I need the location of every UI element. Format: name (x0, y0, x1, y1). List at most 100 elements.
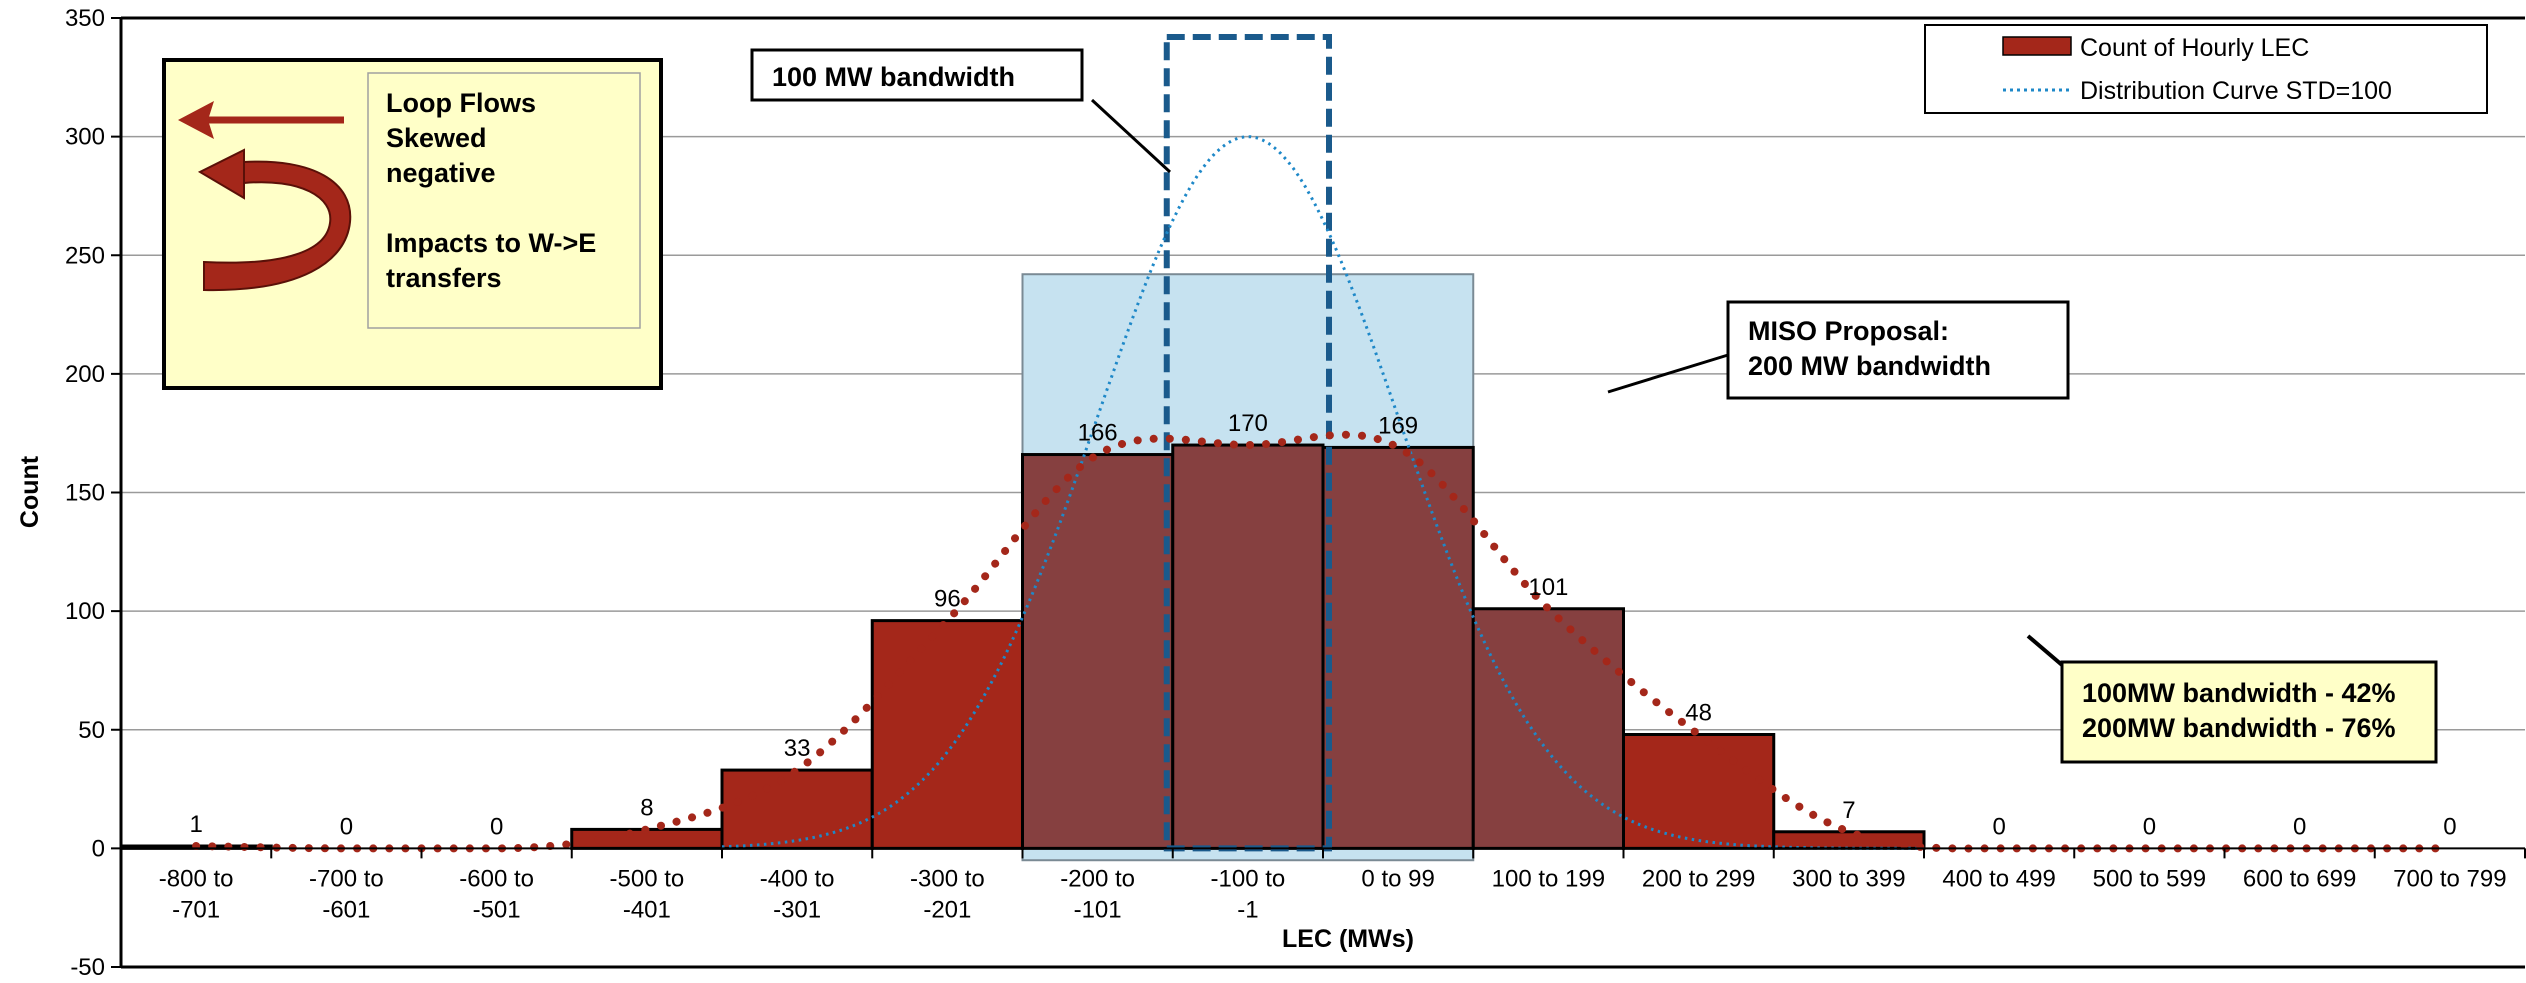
legend: Count of Hourly LEC Distribution Curve S… (1924, 24, 2488, 114)
histogram-bar (870, 619, 1024, 850)
data-label: 0 (2143, 813, 2156, 840)
data-label: 169 (1378, 412, 1418, 439)
x-tick-label-line: -300 to (910, 865, 985, 892)
x-tick-label-line: 100 to 199 (1492, 865, 1605, 892)
x-tick-label-line: -301 (773, 896, 821, 923)
left-arrow-head-icon (178, 101, 214, 139)
bars (119, 443, 1926, 850)
x-tick-label-line: -200 to (1060, 865, 1135, 892)
x-tick-label-line: -400 to (760, 865, 835, 892)
x-tick-label-line: -401 (623, 896, 671, 923)
loop-arrow-icon (178, 101, 352, 292)
histogram-bar (1021, 453, 1175, 850)
legend-swatch-bars (2002, 36, 2072, 56)
bandwidth-100-callout-box (750, 48, 1084, 102)
x-tick-label: -200 to -101 (1060, 865, 1135, 923)
data-label: 7 (1842, 797, 1855, 824)
x-tick-label-line: 200 to 299 (1642, 865, 1755, 892)
data-label: 8 (640, 794, 653, 821)
x-tick-label-line: -601 (322, 896, 370, 923)
y-tick-label: -50 (70, 954, 105, 978)
data-label: 0 (490, 813, 503, 840)
y-tick-label: 100 (65, 598, 105, 625)
data-label: 48 (1685, 699, 1712, 726)
y-tick-label: 300 (65, 124, 105, 151)
axes: -50 0 50 100 150 200 250 300 350 -800 to -701 -700 … (65, 5, 2526, 981)
x-tick-label-line: 0 to 99 (1361, 865, 1434, 892)
histogram-bar (720, 768, 874, 850)
legend-label-curve: Distribution Curve STD=100 (2080, 77, 2392, 105)
bandwidth-result-line-1: 100MW bandwidth - 42% (2082, 678, 2396, 708)
miso-proposal-callout: MISO Proposal: 200 MW bandwidth (1607, 300, 2070, 400)
x-tick-label-line: 700 to 799 (2393, 865, 2506, 892)
x-tick-label: -600 to -501 (459, 865, 534, 923)
histogram-bar (1171, 443, 1325, 850)
x-tick-label-line: -101 (1074, 896, 1122, 923)
x-tick-label: 400 to 499 (1942, 865, 2055, 892)
x-tick-label-line: -800 to (159, 865, 234, 892)
y-axis-title: Count (16, 455, 44, 528)
x-tick-label: -500 to -401 (610, 865, 685, 923)
x-tick-label: 200 to 299 (1642, 865, 1755, 892)
x-tick-label-line: -701 (172, 896, 220, 923)
x-tick-label-line: -600 to (459, 865, 534, 892)
x-tick-label-line: -500 to (610, 865, 685, 892)
miso-proposal-callout-box (1726, 300, 2070, 400)
x-tick-label-line: 500 to 599 (2093, 865, 2206, 892)
bandwidth-result-leader (2026, 634, 2064, 667)
x-tick-label-line: -700 to (309, 865, 384, 892)
u-turn-arrow-head-icon (197, 148, 245, 200)
bandwidth-100-callout-leader (1090, 98, 1172, 174)
data-label: 0 (340, 813, 353, 840)
x-tick-label-line: -501 (473, 896, 521, 923)
x-tick-label: 100 to 199 (1492, 865, 1605, 892)
x-tick-label: 700 to 799 (2393, 865, 2506, 892)
bandwidth-100-callout: 100 MW bandwidth (750, 48, 1172, 174)
loop-flows-line-5: transfers (386, 263, 502, 293)
x-tick-label: 0 to 99 (1361, 865, 1434, 892)
y-tick-label: 50 (78, 717, 105, 744)
data-label: 166 (1078, 420, 1118, 447)
miso-proposal-line-1: MISO Proposal: (1748, 316, 1949, 346)
x-tick-label-line: 400 to 499 (1942, 865, 2055, 892)
loop-flows-line-3: negative (386, 158, 496, 188)
loop-flows-note-box (162, 58, 663, 390)
x-axis-title: LEC (MWs) (1282, 925, 1414, 953)
x-tick-label: -300 to -201 (910, 865, 985, 923)
data-label: 96 (934, 586, 961, 613)
x-tick-label: 600 to 699 (2243, 865, 2356, 892)
x-tick-label: -100 to -1 (1211, 865, 1286, 923)
miso-proposal-callout-leader (1607, 353, 1729, 394)
x-tick-label-line: 300 to 399 (1792, 865, 1905, 892)
data-label: 101 (1528, 574, 1568, 601)
y-tick-label: 250 (65, 242, 105, 269)
data-labels: 1 0 0 8 33 96 166 170 169 101 48 7 0 0 0 0 (189, 410, 2456, 840)
u-turn-arrow-icon (203, 160, 352, 292)
x-tick-label: -800 to -701 (159, 865, 234, 923)
bandwidth-result-box (2060, 660, 2438, 764)
histogram-bar (1471, 607, 1625, 850)
x-tick-label: -400 to -301 (760, 865, 835, 923)
loop-flows-note: Loop Flows Skewed negative Impacts to W-… (162, 58, 663, 390)
data-label: 0 (1992, 813, 2005, 840)
data-label: 0 (2293, 813, 2306, 840)
histogram-bar (1622, 732, 1776, 850)
histogram-bar (1321, 445, 1475, 850)
y-tick-label: 200 (65, 361, 105, 388)
loop-flows-line-1: Loop Flows (386, 88, 536, 118)
x-tick-label: 500 to 599 (2093, 865, 2206, 892)
data-label: 33 (784, 735, 811, 762)
y-tick-label: 150 (65, 480, 105, 507)
y-tick-label: 350 (65, 5, 105, 32)
miso-proposal-line-2: 200 MW bandwidth (1748, 351, 1991, 381)
loop-flows-line-2: Skewed (386, 123, 487, 153)
x-tick-label-line: -100 to (1211, 865, 1286, 892)
legend-label-bars: Count of Hourly LEC (2080, 34, 2309, 62)
loop-flows-text-frame (367, 72, 641, 329)
loop-flows-line-4: Impacts to W->E (386, 228, 596, 258)
x-tick-label-line: -1 (1237, 896, 1258, 923)
x-tick-label: 300 to 399 (1792, 865, 1905, 892)
bandwidth-result-line-2: 200MW bandwidth - 76% (2082, 713, 2396, 743)
